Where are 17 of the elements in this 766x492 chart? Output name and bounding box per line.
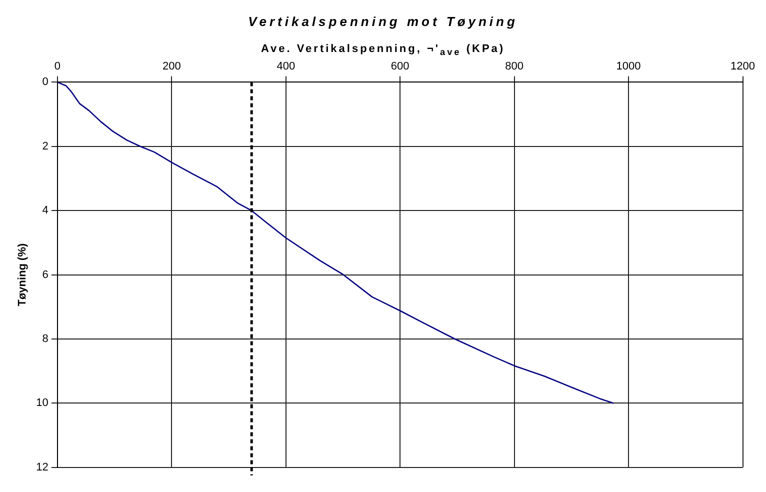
y-tick-label: 6 bbox=[42, 269, 48, 282]
y-tick-label: 2 bbox=[42, 140, 48, 153]
x-tick-label: 600 bbox=[390, 60, 410, 73]
x-tick-label: 1200 bbox=[730, 60, 756, 73]
y-tick-label: 4 bbox=[42, 204, 48, 217]
y-tick-label: 8 bbox=[42, 333, 48, 346]
x-axis-title: Ave. Vertikalspenning, ¬'$_{ave}$ (KPa) bbox=[260, 43, 506, 58]
y-axis-title: Tøyning (%) bbox=[16, 243, 29, 306]
x-tick-label: 200 bbox=[162, 60, 181, 73]
y-tick-label: 0 bbox=[42, 76, 48, 88]
x-tick-label: 0 bbox=[54, 60, 60, 73]
x-tick-label: 1000 bbox=[616, 60, 641, 73]
x-tick-label: 800 bbox=[505, 60, 524, 73]
y-tick-label: 10 bbox=[36, 397, 48, 410]
x-tick-label: 400 bbox=[276, 60, 296, 73]
chart-title: Vertikalspenning mot Tøyning bbox=[247, 14, 519, 29]
y-tick-label: 12 bbox=[36, 462, 48, 474]
